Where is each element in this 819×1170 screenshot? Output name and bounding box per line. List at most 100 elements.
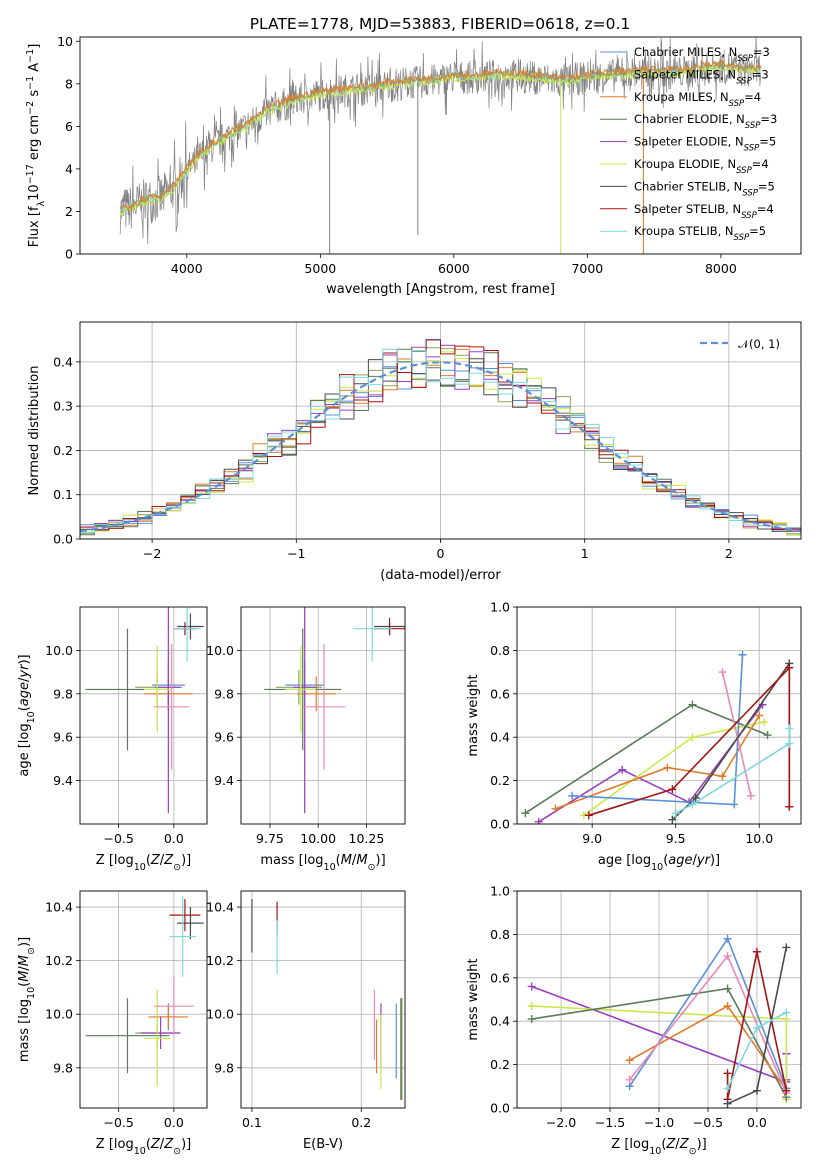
weight_vs_age-panel: 9.0 9.5 10.0 0.0 0.2 0.4 0.6 0.8 1.0 age [log10(a… <box>466 600 802 873</box>
weight-point-marker <box>527 1002 536 1011</box>
weight-point-marker <box>663 763 672 772</box>
age_vs_z-plot-area <box>85 607 204 814</box>
age_vs_mass-ytick-label: 9.8 <box>214 686 234 701</box>
mass_vs_ebv-ytick-label: 10.4 <box>206 900 234 915</box>
mass_vs_z-ylabel-part: / <box>17 966 32 971</box>
mass_vs_z-ytick-label: 10.4 <box>45 900 73 915</box>
mass_vs_z-plot-area <box>85 896 204 1087</box>
legend-entry-value: =5 <box>749 224 766 238</box>
weight_vs_z-ytick-label: 0.2 <box>490 1057 510 1072</box>
spectrum-ylabel-part: Flux [f <box>27 206 42 247</box>
weight_vs_age-xlabel-part: age <box>668 853 692 868</box>
age_vs_mass-xtick-label: 9.75 <box>256 831 284 846</box>
weight_vs_z-xtick-label: 0.0 <box>747 1115 767 1130</box>
legend-entry-label: Kroupa STELIB, N <box>634 224 734 238</box>
weight_vs_age-plot-area <box>521 650 794 824</box>
legend-entry-label: Chabrier ELODIE, N <box>634 112 745 126</box>
age_vs_mass-frame <box>240 606 406 825</box>
weight-point-marker <box>688 800 697 809</box>
weight-point-marker <box>785 802 794 811</box>
age_vs_z-xtick-label: −0.5 <box>103 831 133 846</box>
spectrum-ylabel-part: −17 <box>25 164 36 184</box>
age_vs_mass-xlabel-part: M <box>341 853 352 868</box>
mass-vs-ebv-xlabel: E(B-V) <box>303 1137 343 1152</box>
age_vs_mass-xlabel-part: mass [log <box>260 853 323 868</box>
weight-point-marker <box>763 731 772 740</box>
weight_vs_z-ytick-label: 0.8 <box>490 927 510 942</box>
legend-entry-value: =4 <box>744 90 761 104</box>
weight-point-marker <box>584 811 593 820</box>
weight-point-marker <box>730 800 739 809</box>
age_vs_z-xlabel-part: / <box>160 853 165 868</box>
spectrum-ylabel-part: A <box>27 63 42 76</box>
weight_vs_age-xtick-label: 10.0 <box>745 831 773 846</box>
residuals-ytick-label: 0.3 <box>53 399 73 414</box>
legend-entry-value: =5 <box>759 135 776 149</box>
mass_vs_z-xlabel-part: Z <box>150 1137 161 1152</box>
weight_vs_z-plot-area <box>527 934 791 1108</box>
weight-line-kroupa-stelib <box>675 728 791 814</box>
mass_vs_z-xtick-label: 0.0 <box>164 1115 184 1130</box>
age_vs_mass-grid <box>241 607 405 824</box>
legend-entry-sub: SSP <box>736 166 752 176</box>
weight-point-marker <box>752 1086 761 1095</box>
spectrum-ylabel-part: −2 <box>25 101 36 115</box>
weight-point-marker <box>723 1069 732 1078</box>
weight-point-marker <box>752 947 761 956</box>
errorbar-point <box>140 1016 181 1050</box>
mass_vs_z-ylabel-part: ⊙ <box>26 947 37 955</box>
residuals-xtick-label: 1 <box>581 546 589 561</box>
mass_vs_z-xlabel-part: Z [log <box>96 1137 134 1152</box>
weight-point-marker <box>782 1008 791 1017</box>
residuals-ytick-label: 0.1 <box>53 487 73 502</box>
age_vs_z-frame <box>79 606 208 825</box>
mass_vs_ebv-panel: 0.1 0.2 9.8 10.0 10.2 10.4 E(B-V) <box>206 890 406 1152</box>
weight_vs_z-ytick-label: 0.6 <box>490 970 510 985</box>
weight-point-marker <box>527 982 536 991</box>
age_vs_mass-ytick-label: 10.0 <box>206 643 234 658</box>
weight-point-marker <box>723 952 732 961</box>
weight_vs_age-ylabel: mass weight <box>466 674 481 756</box>
weight-point-marker <box>668 785 677 794</box>
histogram-salpeter-stelib <box>80 339 801 531</box>
age_vs_z-xlabel: Z [log10(Z/Z⊙)] <box>96 853 191 873</box>
weight_vs_age-xlabel-part: yr <box>696 853 712 868</box>
legend-entry-label: Salpeter STELIB, N <box>634 202 741 216</box>
age_vs_z-ytick-label: 9.6 <box>53 730 73 745</box>
age_vs_mass-xlabel-part: ⊙ <box>368 862 376 873</box>
weight-point-marker <box>691 793 700 802</box>
legend-entry-value: =4 <box>752 157 769 171</box>
age_vs_z-grid <box>80 607 207 824</box>
mass_vs_ebv-plot-area <box>251 899 403 1100</box>
legend-entry-value: =5 <box>758 179 775 193</box>
weight_vs_z-xtick-label: −2.0 <box>546 1115 576 1130</box>
weight_vs_age-xlabel-part: 10 <box>651 862 663 873</box>
spectrum-ylabel-part: s <box>27 90 42 101</box>
weight_vs_age-ytick-label: 0.2 <box>490 773 510 788</box>
legend-entry: Kroupa MILES, NSSP=4 <box>634 90 761 109</box>
errorbar-point <box>285 646 317 733</box>
weight_vs_z-ytick-label: 0.0 <box>490 1101 510 1116</box>
age_vs_mass-ytick-label: 9.6 <box>214 730 234 745</box>
weight_vs_z-frame <box>516 890 802 1109</box>
weight-point-marker <box>723 984 732 993</box>
age_vs_z-xlabel-part: 10 <box>134 862 146 873</box>
weight-point-marker <box>718 772 727 781</box>
weight-point-marker <box>755 711 764 720</box>
weight-point-marker <box>785 739 794 748</box>
spectrum-panel: 4000 5000 6000 7000 8000 0 2 4 6 8 10 wavelength [A… <box>25 34 802 297</box>
legend-entry-sub: SSP <box>729 99 745 109</box>
weight-point-marker <box>671 809 680 818</box>
legend-entry-label: Chabrier MILES, N <box>634 45 737 59</box>
residuals-xtick-label: −2 <box>143 546 161 561</box>
legend-entry-value: =3 <box>752 67 769 81</box>
spectrum-ytick-label: 0 <box>65 247 73 262</box>
spectrum-xtick-label: 4000 <box>171 261 203 276</box>
errorbar-point <box>177 613 204 640</box>
legend-entry-label: Kroupa ELODIE, N <box>634 157 736 171</box>
weight-point-marker <box>688 700 697 709</box>
weight-point-marker <box>668 815 677 824</box>
weight_vs_age-frame <box>516 606 802 825</box>
weight_vs_age-xlabel-part: age [log <box>598 853 651 868</box>
